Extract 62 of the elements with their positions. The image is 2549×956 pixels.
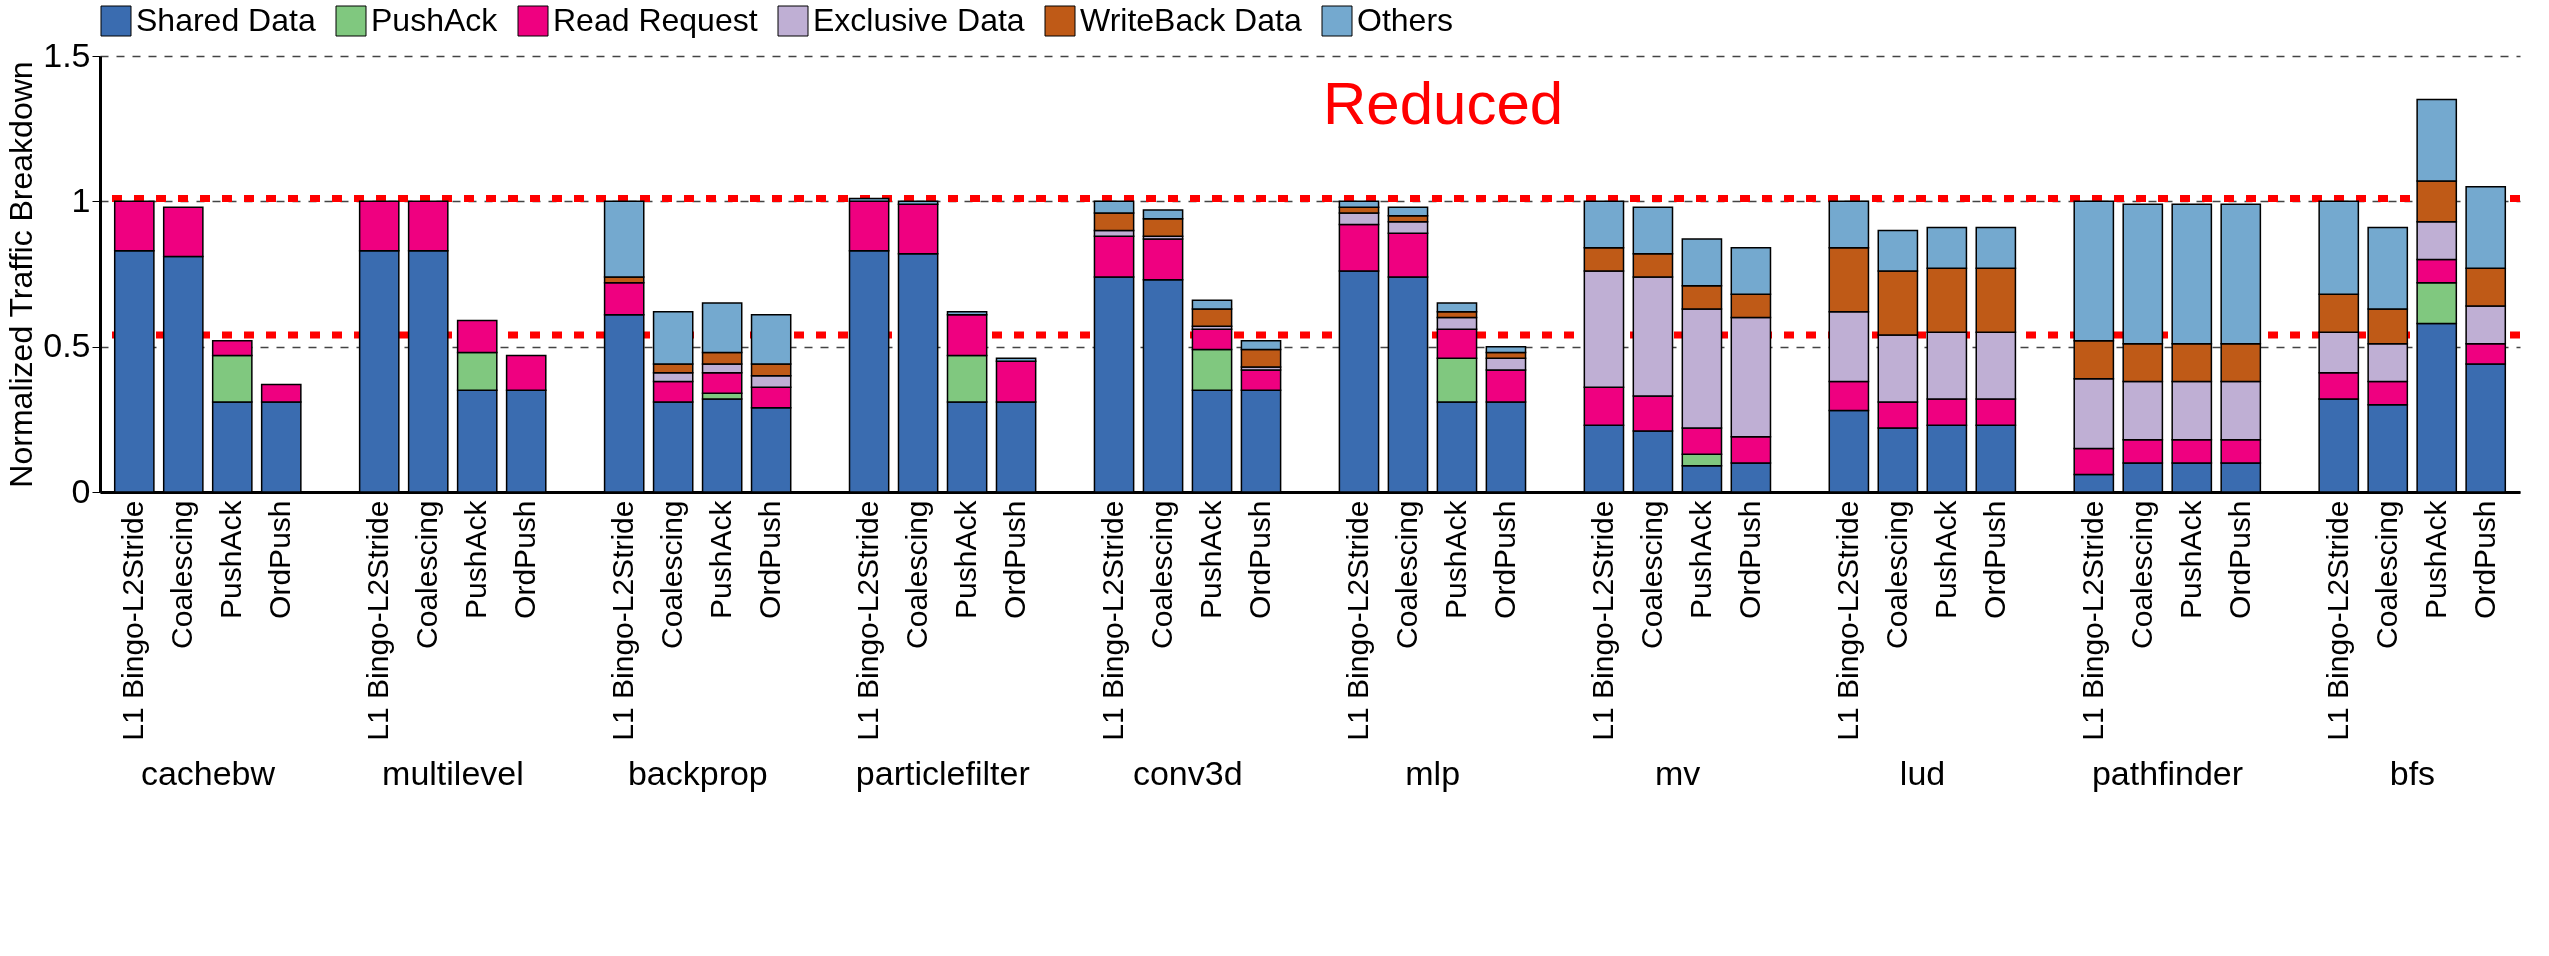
legend-label: Read Request <box>553 2 758 38</box>
text: lud <box>1899 754 1946 792</box>
x-tick-label: OrdPush <box>998 500 1032 619</box>
x-tick-label: Coalescing <box>1879 500 1913 649</box>
text: backprop <box>627 754 768 792</box>
x-tick-label: OrdPush <box>1243 500 1277 619</box>
x-tick-label: L1 Bingo-L2Stride <box>1340 500 1374 741</box>
text: particlefilter <box>855 754 1030 792</box>
y-tick-label: 0 <box>71 471 91 510</box>
legend-label: PushAck <box>371 2 499 38</box>
x-tick-label: Coalescing <box>900 500 934 649</box>
text: multilevel <box>382 754 524 792</box>
text: mv <box>1654 754 1701 792</box>
y-axis-title: Normalized Traffic Breakdown <box>3 61 40 488</box>
x-tick-label: PushAck <box>1194 499 1228 619</box>
x-tick-label: PushAck <box>2418 499 2452 619</box>
x-tick-label: L1 Bingo-L2Stride <box>2075 500 2109 741</box>
x-tick-label: L1 Bingo-L2Stride <box>2320 500 2354 741</box>
x-tick-label: OrdPush <box>2222 500 2256 619</box>
x-tick-label: OrdPush <box>508 500 542 619</box>
x-tick-label: Coalescing <box>1389 500 1423 649</box>
x-tick-label: PushAck <box>949 499 983 619</box>
text: conv3d <box>1132 754 1243 792</box>
x-tick-label: L1 Bingo-L2Stride <box>851 500 885 741</box>
x-tick-label: L1 Bingo-L2Stride <box>1830 500 1864 741</box>
x-tick-label: PushAck <box>1438 499 1472 619</box>
text: bfs <box>2389 754 2436 792</box>
text: mlp <box>1405 754 1461 792</box>
x-tick-label: Coalescing <box>1634 500 1668 649</box>
x-tick-label: OrdPush <box>263 500 297 619</box>
x-tick-label: PushAck <box>1683 499 1717 619</box>
x-tick-label: L1 Bingo-L2Stride <box>116 500 150 741</box>
x-tick-label: OrdPush <box>1732 500 1766 619</box>
x-tick-label: PushAck <box>214 499 248 619</box>
x-tick-label: Coalescing <box>165 500 199 649</box>
text: cachebw <box>140 754 276 792</box>
annotation: Reduced <box>1323 70 1564 137</box>
x-tick-label: Coalescing <box>410 500 444 649</box>
y-tick-label: 0.5 <box>43 326 91 365</box>
x-tick-label: L1 Bingo-L2Stride <box>1096 500 1130 741</box>
x-tick-label: Coalescing <box>2369 500 2403 649</box>
legend-label: Exclusive Data <box>813 2 1025 38</box>
x-tick-label: Coalescing <box>1145 500 1179 649</box>
text: pathfinder <box>2091 754 2244 792</box>
y-tick-label: 1 <box>71 180 91 219</box>
x-tick-label: PushAck <box>2173 499 2207 619</box>
y-tick-label: 1.5 <box>43 35 91 74</box>
x-tick-label: L1 Bingo-L2Stride <box>361 500 395 741</box>
x-tick-label: OrdPush <box>753 500 787 619</box>
x-tick-label: L1 Bingo-L2Stride <box>1585 500 1619 741</box>
x-tick-label: OrdPush <box>1487 500 1521 619</box>
legend-label: WriteBack Data <box>1080 2 1302 38</box>
legend-label: Shared Data <box>136 2 316 38</box>
x-tick-label: PushAck <box>1928 499 1962 619</box>
x-tick-label: OrdPush <box>1977 500 2011 619</box>
x-tick-label: Coalescing <box>655 500 689 649</box>
x-tick-label: L1 Bingo-L2Stride <box>606 500 640 741</box>
x-tick-label: Coalescing <box>2124 500 2158 649</box>
legend-label: Others <box>1357 2 1454 38</box>
x-tick-label: OrdPush <box>2467 500 2501 619</box>
x-tick-label: PushAck <box>459 499 493 619</box>
x-tick-label: PushAck <box>704 499 738 619</box>
